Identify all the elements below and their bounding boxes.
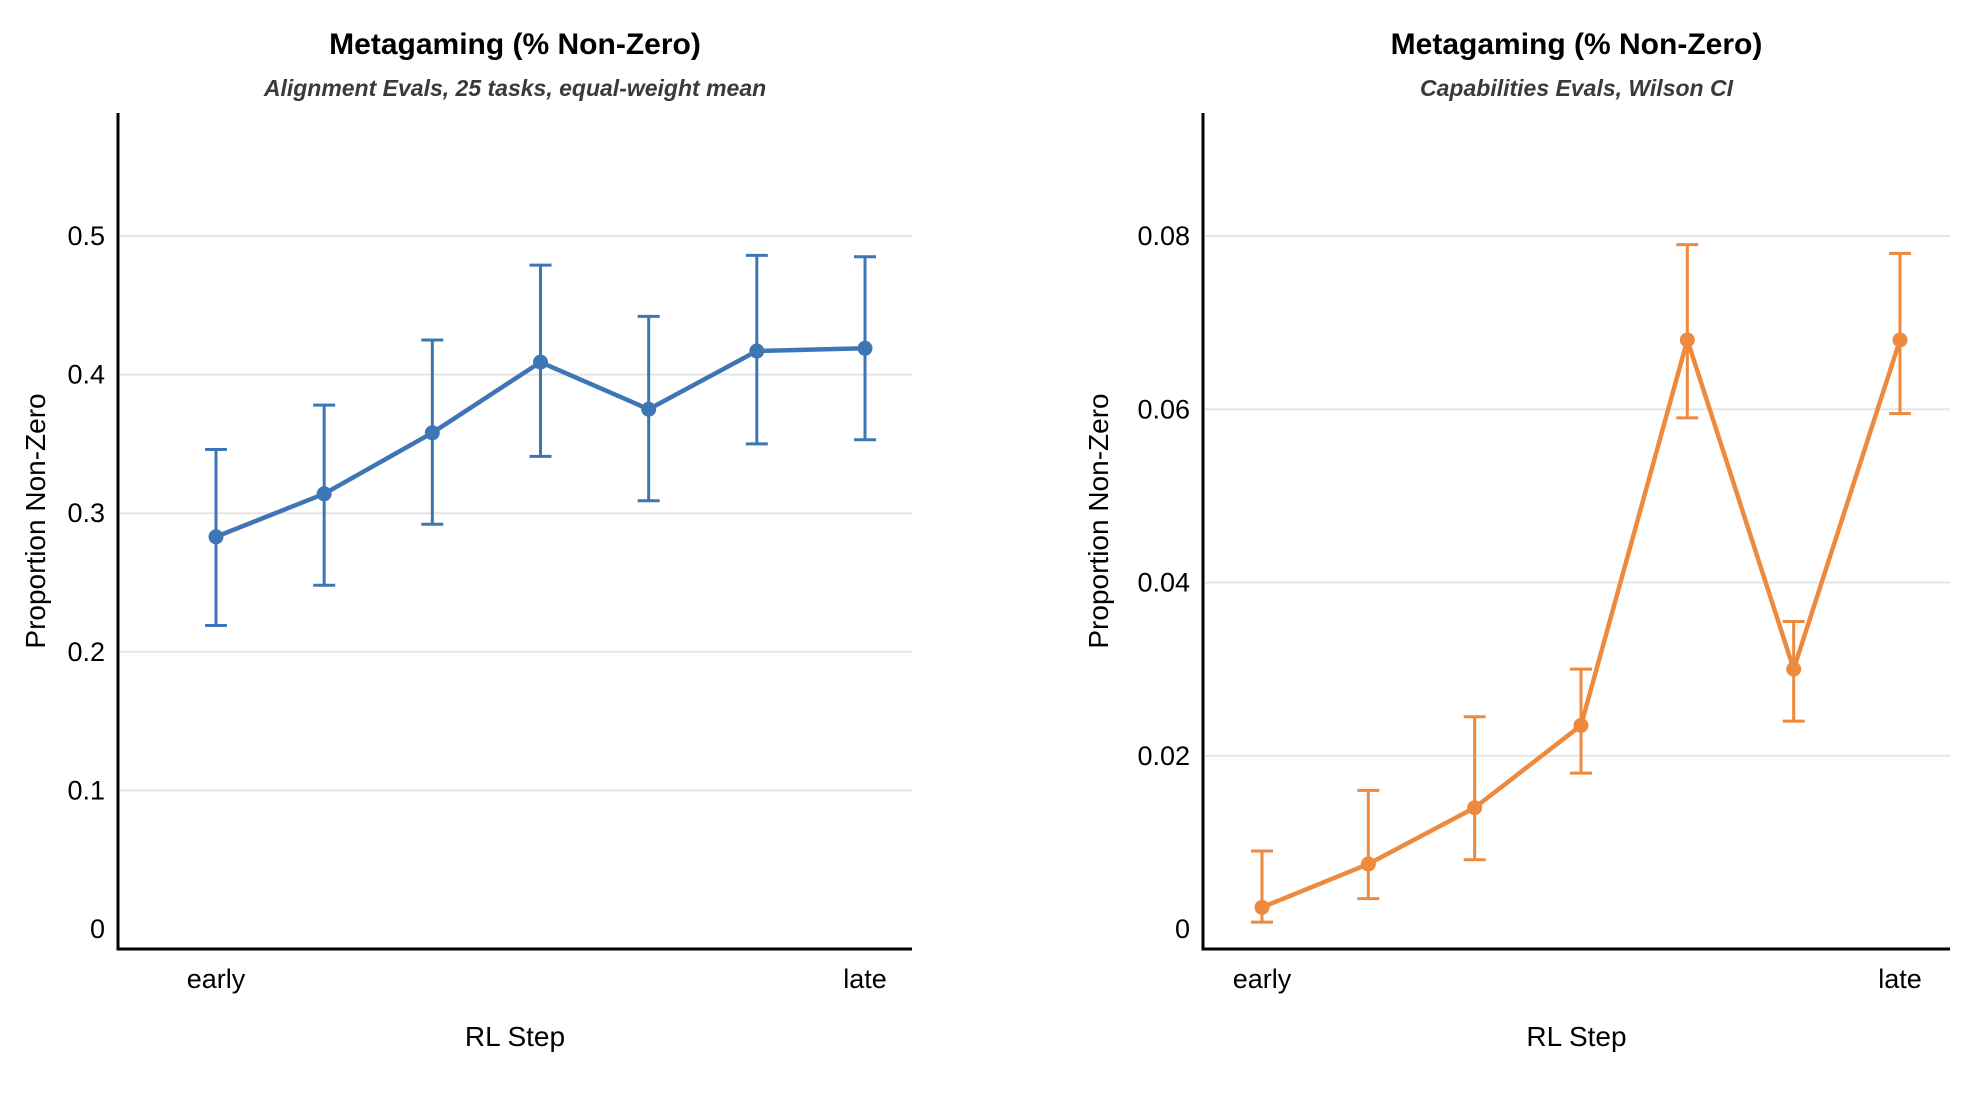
capabilities-y-tick-label: 0.08: [1137, 221, 1190, 251]
alignment-y-tick-label: 0.1: [67, 775, 105, 805]
alignment-data-point: [749, 343, 765, 359]
alignment-x-axis-title: RL Step: [465, 1021, 565, 1052]
capabilities-y-tick-label: 0: [1175, 914, 1190, 944]
alignment-y-tick-label: 0.3: [67, 498, 105, 528]
capabilities-data-point: [1892, 332, 1908, 348]
capabilities-x-tick-label-late: late: [1878, 964, 1922, 994]
alignment-y-tick-label: 0.4: [67, 360, 105, 390]
alignment-chart-subtitle: Alignment Evals, 25 tasks, equal-weight …: [263, 75, 766, 101]
alignment-chart: 0 0.1 0.2 0.3 0.4 0.5 early late Metagaming (% N…: [20, 28, 912, 1052]
capabilities-x-tick-label-early: early: [1233, 964, 1292, 994]
capabilities-series-line: [1259, 337, 1903, 910]
alignment-data-point: [208, 529, 224, 545]
capabilities-data-point: [1360, 856, 1376, 872]
capabilities-y-tick-label: 0.06: [1137, 394, 1190, 424]
capabilities-y-tick-label: 0.02: [1137, 741, 1190, 771]
alignment-data-point: [424, 425, 440, 441]
alignment-y-tick-label: 0.2: [67, 637, 105, 667]
capabilities-chart-title: Metagaming (% Non-Zero): [1391, 28, 1763, 61]
alignment-data-point: [533, 354, 548, 370]
capabilities-x-axis-title: RL Step: [1526, 1021, 1626, 1052]
capabilities-error-bar: [1357, 788, 1380, 901]
capabilities-data-point: [1786, 661, 1802, 677]
alignment-chart-title: Metagaming (% Non-Zero): [329, 28, 701, 61]
alignment-x-tick-label-late: late: [843, 964, 887, 994]
capabilities-data-point: [1679, 332, 1695, 348]
capabilities-chart: 0 0.02 0.04 0.06 0.08 early late Metagaming (% …: [1083, 28, 1950, 1052]
capabilities-data-point: [1573, 717, 1589, 733]
capabilities-chart-subtitle: Capabilities Evals, Wilson CI: [1420, 75, 1734, 101]
capabilities-data-point: [1467, 800, 1483, 816]
alignment-data-point: [641, 401, 657, 417]
alignment-y-tick-label: 0: [90, 914, 105, 944]
capabilities-y-tick-label: 0.04: [1137, 568, 1190, 598]
capabilities-error-bar: [1463, 715, 1486, 862]
alignment-data-point: [316, 486, 332, 502]
alignment-data-point: [857, 340, 873, 356]
alignment-y-axis-title: Proportion Non-Zero: [20, 393, 51, 648]
alignment-x-tick-label-early: early: [187, 964, 246, 994]
capabilities-error-bar: [1676, 243, 1699, 420]
capabilities-data-point: [1254, 899, 1270, 915]
alignment-y-tick-label: 0.5: [67, 221, 105, 251]
capabilities-y-axis-title: Proportion Non-Zero: [1083, 393, 1114, 648]
